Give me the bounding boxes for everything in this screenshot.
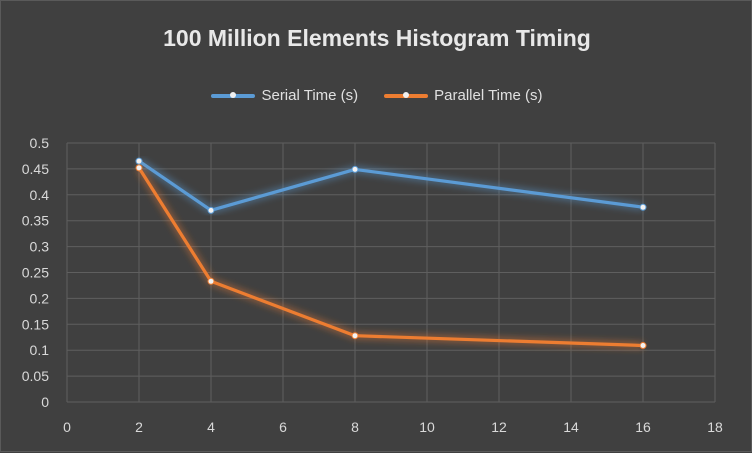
chart-title: 100 Million Elements Histogram Timing xyxy=(163,25,591,51)
legend-swatch-serial xyxy=(211,91,256,98)
axes: 0 0.05 0.1 0.15 0.2 0.25 0.3 0.35 0.4 0.45 0.5 0 2 4 6… xyxy=(22,135,723,435)
x-tick-label-7: 14 xyxy=(563,419,579,435)
series-1-point-2 xyxy=(351,332,359,340)
legend: Serial Time (s) Parallel Time (s) xyxy=(1,87,752,104)
legend-label-parallel: Parallel Time (s) xyxy=(434,87,543,104)
series-0-point-0 xyxy=(135,157,143,165)
x-tick-label-3: 6 xyxy=(279,419,287,435)
x-tick-label-6: 12 xyxy=(491,419,507,435)
x-tick-label-1: 2 xyxy=(135,419,143,435)
legend-label-serial: Serial Time (s) xyxy=(261,87,359,104)
grid xyxy=(66,142,716,403)
series-1-point-0 xyxy=(135,164,143,172)
series xyxy=(135,157,647,350)
series-line-0 xyxy=(137,159,645,212)
x-tick-label-0: 0 xyxy=(63,419,71,435)
y-tick-label-3: 0.15 xyxy=(22,316,49,332)
y-tick-label-0: 0 xyxy=(41,394,49,410)
series-0-point-2 xyxy=(351,165,359,173)
y-tick-label-10: 0.5 xyxy=(30,135,50,151)
legend-item-serial: Serial Time (s) xyxy=(211,87,358,104)
series-1-point-3 xyxy=(639,342,647,350)
y-tick-label-2: 0.1 xyxy=(30,342,50,358)
y-tick-label-7: 0.35 xyxy=(22,213,49,229)
y-tick-label-4: 0.2 xyxy=(30,290,50,306)
x-tick-label-5: 10 xyxy=(419,419,435,435)
x-tick-label-8: 16 xyxy=(635,419,651,435)
legend-item-parallel: Parallel Time (s) xyxy=(384,87,543,104)
y-tick-label-6: 0.3 xyxy=(30,239,50,255)
series-line-1 xyxy=(137,166,645,348)
y-tick-label-1: 0.05 xyxy=(22,368,49,384)
x-tick-label-2: 4 xyxy=(207,419,215,435)
legend-swatch-parallel xyxy=(384,91,429,98)
y-tick-label-8: 0.4 xyxy=(30,187,50,203)
x-tick-label-9: 18 xyxy=(707,419,723,435)
x-tick-label-4: 8 xyxy=(351,419,359,435)
y-tick-label-5: 0.25 xyxy=(22,265,49,281)
series-1-point-1 xyxy=(207,277,215,285)
series-0-point-3 xyxy=(639,203,647,211)
y-tick-label-9: 0.45 xyxy=(22,161,49,177)
series-0-point-1 xyxy=(207,206,215,214)
